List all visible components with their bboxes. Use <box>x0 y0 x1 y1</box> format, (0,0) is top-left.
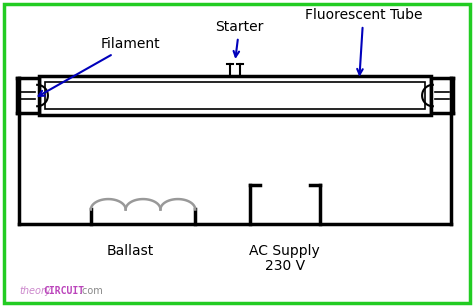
Text: .com: .com <box>79 286 103 296</box>
Text: AC Supply: AC Supply <box>249 244 320 258</box>
Text: Fluorescent Tube: Fluorescent Tube <box>305 8 422 75</box>
Text: Ballast: Ballast <box>107 244 154 258</box>
Text: CIRCUIT: CIRCUIT <box>43 286 84 296</box>
Text: 230 V: 230 V <box>264 259 305 273</box>
Text: Filament: Filament <box>39 37 160 96</box>
Text: Starter: Starter <box>215 20 264 57</box>
Bar <box>45 82 425 109</box>
Bar <box>17 78 39 113</box>
Bar <box>431 78 453 113</box>
Bar <box>39 76 431 115</box>
Text: theory: theory <box>19 286 51 296</box>
